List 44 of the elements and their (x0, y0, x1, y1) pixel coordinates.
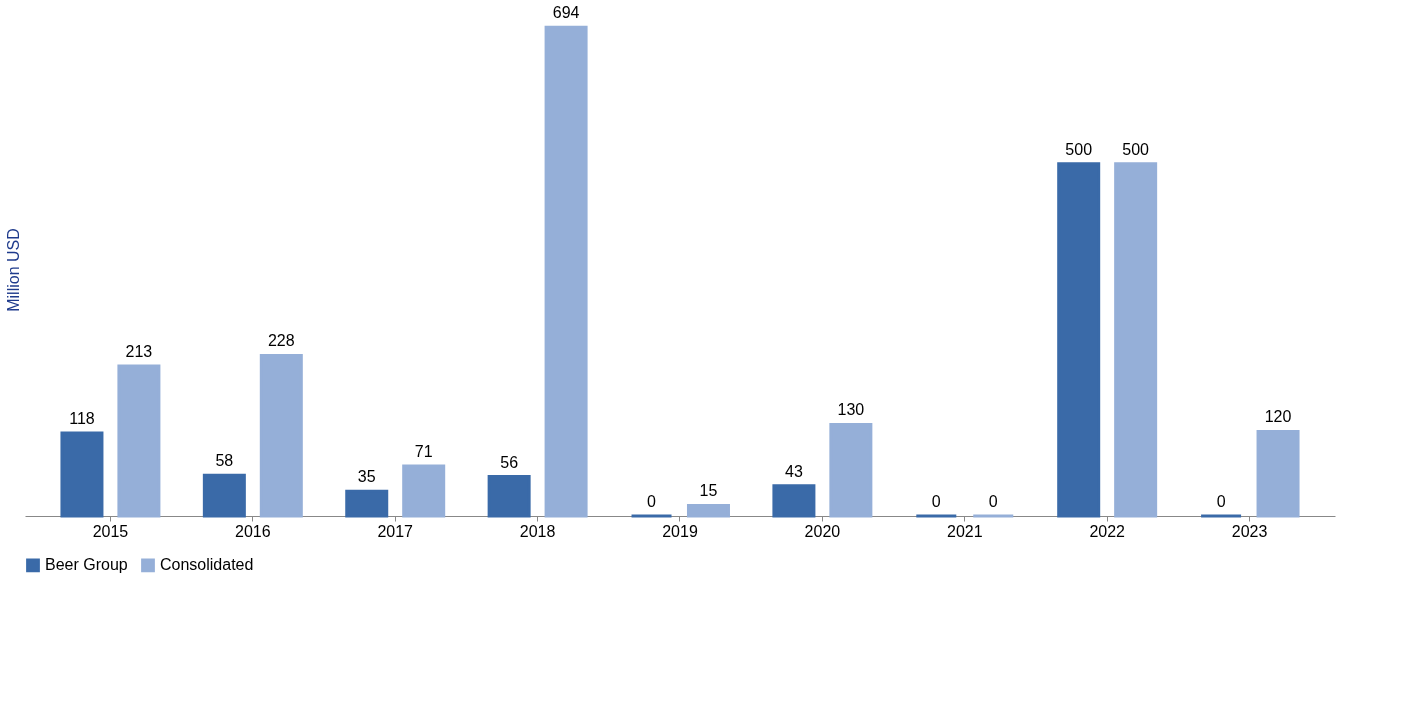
data-label: 56 (500, 453, 519, 471)
data-label: 43 (785, 462, 803, 480)
legend-label: Beer Group (45, 556, 128, 574)
x-tick-label: 2018 (519, 522, 556, 540)
data-label: 130 (837, 401, 865, 419)
x-tick-label: 2021 (946, 522, 983, 540)
data-label: 120 (1264, 408, 1292, 426)
y-axis-title: Million USD (4, 228, 22, 312)
bar (772, 484, 816, 518)
x-tick-label: 2016 (235, 522, 271, 540)
data-label: 228 (267, 332, 295, 350)
bar (117, 364, 161, 518)
data-label: 58 (215, 452, 234, 470)
x-tick-label: 2019 (662, 522, 698, 540)
data-label: 118 (69, 409, 95, 427)
data-label: 15 (699, 482, 718, 500)
bar (686, 503, 730, 518)
x-tick-label: 2023 (1231, 522, 1268, 540)
bar (544, 25, 588, 518)
data-label: 35 (357, 468, 376, 486)
data-label: 71 (414, 443, 433, 460)
bar (259, 353, 303, 518)
data-label: 0 (647, 493, 657, 510)
bar (1114, 162, 1158, 518)
data-label: 500 (1065, 140, 1093, 158)
bar (1256, 429, 1300, 518)
data-label: 500 (1122, 140, 1150, 158)
data-label: 0 (1216, 493, 1226, 510)
x-tick-label: 2020 (804, 522, 841, 540)
bar (202, 473, 246, 518)
data-label: 213 (125, 342, 153, 360)
x-tick-label: 2017 (377, 522, 414, 540)
data-label: 0 (931, 493, 941, 510)
bar (402, 464, 446, 518)
legend-label: Consolidated (160, 556, 254, 574)
bar (60, 431, 104, 518)
bar (829, 422, 873, 518)
x-tick-label: 2022 (1089, 522, 1126, 540)
bar (1057, 162, 1101, 518)
data-label: 0 (988, 493, 998, 510)
bar (345, 489, 389, 518)
bar (487, 475, 531, 518)
data-label: 694 (552, 4, 580, 22)
x-tick-label: 2015 (92, 522, 129, 540)
